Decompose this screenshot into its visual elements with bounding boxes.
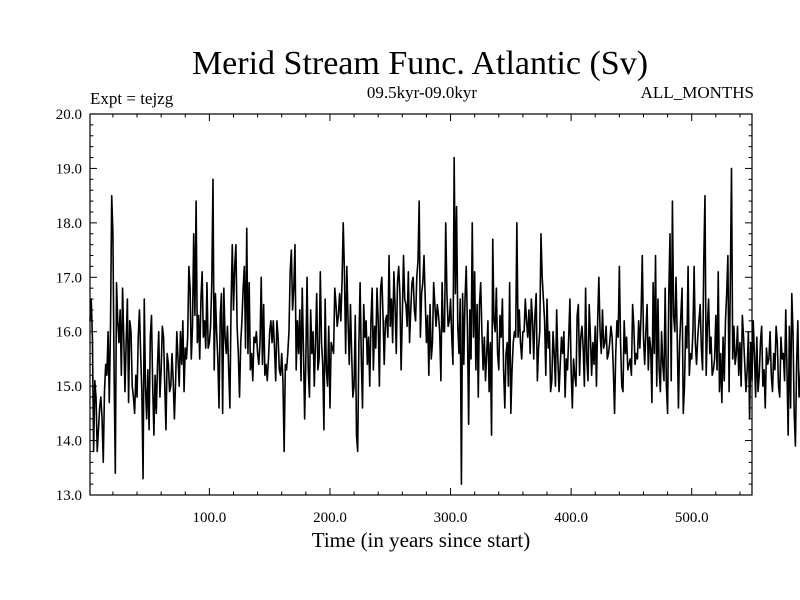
time-range-label: 09.5kyr-09.0kyr — [367, 83, 477, 102]
y-tick-label: 17.0 — [56, 270, 82, 286]
x-tick-label: 400.0 — [554, 510, 588, 526]
y-tick-label: 13.0 — [56, 488, 82, 504]
y-tick-label: 20.0 — [56, 107, 82, 123]
plot-area — [89, 113, 800, 496]
months-label: ALL_MONTHS — [641, 83, 754, 102]
x-tick-label: 100.0 — [193, 510, 227, 526]
experiment-label: Expt = tejzg — [90, 89, 174, 108]
y-axis-labels: 13.0 14.0 15.0 16.0 17.0 18.0 19.0 20.0 — [56, 107, 82, 504]
x-tick-label: 200.0 — [313, 510, 347, 526]
x-tick-label: 500.0 — [675, 510, 709, 526]
y-tick-label: 15.0 — [56, 379, 82, 395]
y-tick-label: 19.0 — [56, 161, 82, 177]
plot-frame — [89, 113, 753, 496]
y-tick-label: 16.0 — [56, 325, 82, 341]
series-layer — [89, 156, 800, 485]
x-tick-label: 300.0 — [434, 510, 468, 526]
x-axis-labels: 100.0 200.0 300.0 400.0 500.0 — [193, 510, 709, 526]
y-tick-label: 14.0 — [56, 434, 82, 450]
x-axis-title: Time (in years since start) — [312, 528, 531, 552]
y-tick-label: 18.0 — [56, 216, 82, 232]
series-line-0 — [89, 156, 800, 485]
chart-title: Merid Stream Func. Atlantic (Sv) — [192, 45, 648, 82]
